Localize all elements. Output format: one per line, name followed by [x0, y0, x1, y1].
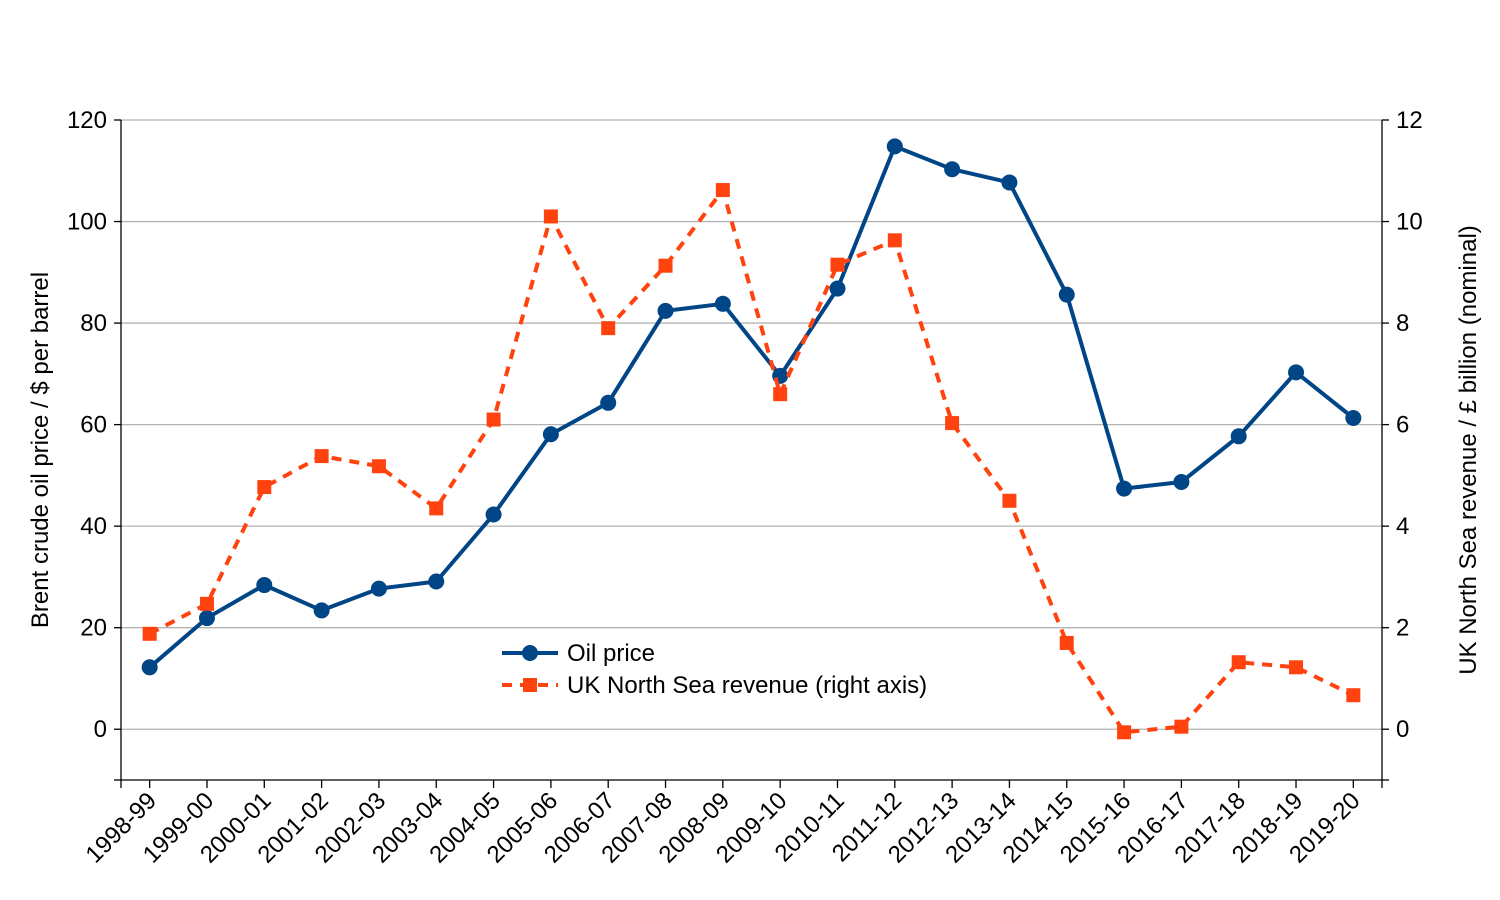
y-left-tick-label: 0	[94, 716, 107, 743]
data-point	[257, 480, 272, 495]
data-point	[542, 426, 559, 443]
data-point	[1002, 493, 1017, 508]
axes	[114, 119, 1389, 788]
data-point	[142, 626, 157, 641]
y-axis-left-title: Brent crude oil price / $ per barrel	[27, 272, 54, 628]
data-point	[1346, 688, 1361, 703]
data-point	[1173, 473, 1190, 490]
y-axis-right-title: UK North Sea revenue / £ billion (nomina…	[1455, 225, 1482, 675]
data-point	[887, 233, 902, 248]
data-point	[945, 416, 960, 431]
data-point	[199, 596, 214, 611]
legend-item-oil-price: Oil price	[502, 640, 655, 667]
y-right-tick-label: 2	[1396, 615, 1409, 642]
y-left-tick-label: 40	[80, 513, 107, 540]
y-right-tick-label: 6	[1396, 412, 1409, 439]
data-point	[1345, 410, 1362, 427]
data-point	[1059, 635, 1074, 650]
data-point	[1058, 286, 1075, 303]
data-point	[600, 394, 617, 411]
y-left-tick-label: 100	[67, 209, 107, 236]
data-point	[1174, 719, 1189, 734]
data-point	[944, 161, 961, 178]
y-left-tick-label: 20	[80, 615, 107, 642]
y-left-tick-label: 60	[80, 412, 107, 439]
data-point	[485, 506, 502, 523]
series-line	[148, 144, 1355, 669]
y-left-tick-label: 80	[80, 310, 107, 337]
data-point	[657, 302, 674, 319]
data-point	[1288, 364, 1305, 381]
data-point	[256, 577, 273, 594]
data-point	[829, 280, 846, 297]
grid-lines	[121, 119, 1382, 730]
legend-label-north-sea-revenue: UK North Sea revenue (right axis)	[567, 672, 927, 699]
data-point	[198, 610, 215, 627]
data-point	[773, 387, 788, 402]
legend: Oil price UK North Sea revenue (right ax…	[502, 640, 927, 699]
y-right-tick-label: 10	[1396, 209, 1423, 236]
data-point	[1230, 428, 1247, 445]
y-left-tick-label: 120	[67, 107, 107, 134]
data-point	[543, 209, 558, 224]
series-north-sea-revenue	[142, 183, 1361, 740]
data-point	[886, 138, 903, 155]
data-point	[313, 602, 330, 619]
legend-label-oil-price: Oil price	[567, 640, 655, 667]
data-point	[314, 449, 329, 464]
data-point	[601, 321, 616, 336]
y-right-tick-label: 0	[1396, 716, 1409, 743]
data-point	[1117, 725, 1132, 740]
data-point	[714, 295, 731, 312]
legend-marker-circle	[522, 645, 538, 661]
data-point	[429, 501, 444, 516]
data-point	[1001, 174, 1018, 191]
series	[141, 138, 1362, 740]
legend-marker-square	[523, 678, 537, 692]
data-point	[486, 412, 501, 427]
data-point	[1289, 660, 1304, 675]
data-point	[1231, 655, 1246, 670]
data-point	[371, 459, 386, 474]
series-line	[148, 188, 1355, 735]
y-right-tick-label: 12	[1396, 107, 1423, 134]
data-point	[658, 258, 673, 273]
data-point	[428, 573, 445, 590]
y-right-tick-label: 4	[1396, 513, 1409, 540]
series-oil-price	[141, 138, 1362, 676]
y-right-tick-label: 8	[1396, 310, 1409, 337]
data-point	[1116, 480, 1133, 497]
data-point	[370, 580, 387, 597]
legend-item-north-sea-revenue: UK North Sea revenue (right axis)	[502, 672, 927, 699]
data-point	[715, 183, 730, 198]
data-point	[830, 257, 845, 272]
data-point	[141, 659, 158, 676]
